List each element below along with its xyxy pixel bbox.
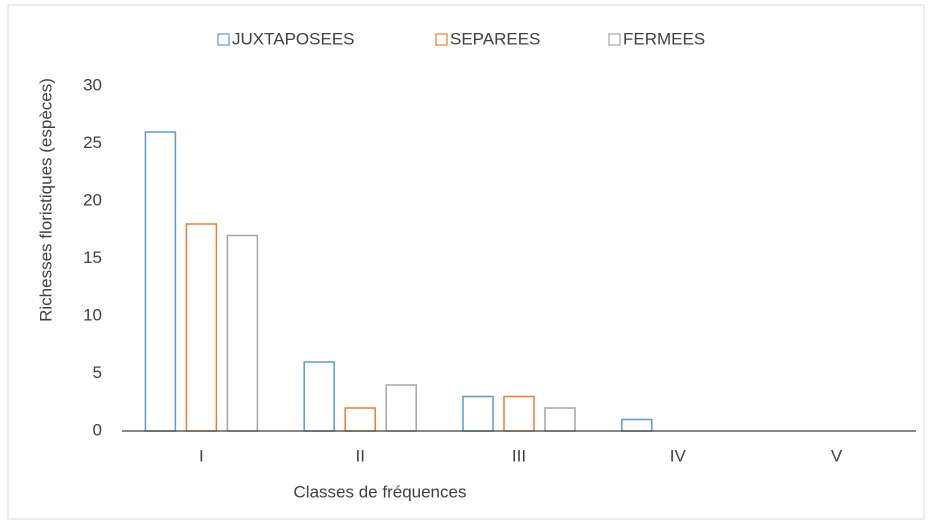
x-tick-label: III — [512, 446, 526, 465]
y-tick-label: 5 — [93, 363, 102, 382]
y-tick-label: 20 — [83, 190, 102, 209]
legend-marker — [608, 33, 621, 46]
bar — [462, 395, 494, 432]
bar — [621, 418, 653, 432]
legend-label: JUXTAPOSEES — [232, 29, 355, 48]
x-axis-label: Classes de fréquences — [294, 482, 467, 501]
y-tick-label: 0 — [93, 420, 102, 439]
y-axis-label: Richesses floristiques (espèces) — [36, 78, 55, 322]
y-tick-label: 10 — [83, 305, 102, 324]
legend-marker — [217, 33, 230, 46]
bar — [385, 384, 417, 432]
y-tick-label: 25 — [83, 133, 102, 152]
bar — [226, 234, 259, 432]
y-tick-label: 30 — [83, 75, 102, 94]
bar — [303, 361, 335, 432]
legend-label: FERMEES — [623, 29, 705, 48]
bar — [144, 131, 177, 432]
y-tick-label: 15 — [83, 248, 102, 267]
bar — [344, 407, 376, 432]
x-tick-label: IV — [670, 446, 687, 465]
x-tick-label: I — [199, 446, 204, 465]
legend-marker — [435, 33, 448, 46]
bar — [544, 407, 576, 432]
x-tick-label: V — [831, 446, 843, 465]
bar — [503, 395, 535, 432]
x-tick-label: II — [355, 446, 364, 465]
bar — [185, 223, 218, 432]
legend-label: SEPAREES — [450, 29, 540, 48]
